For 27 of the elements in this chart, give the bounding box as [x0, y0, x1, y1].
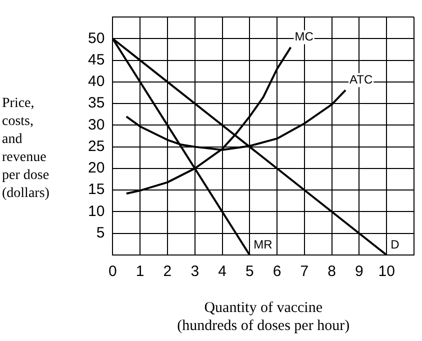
x-tick-label: 10	[378, 263, 395, 280]
x-tick-label: 4	[218, 263, 226, 280]
y-tick-label: 45	[88, 51, 105, 68]
series-label: MC	[294, 30, 314, 44]
y-tick-label: 10	[88, 202, 105, 220]
y-axis-title: Price, costs, and revenue per dose (dollars)	[2, 95, 50, 203]
y-tick-label: 50	[88, 30, 105, 47]
x-tick-label: 7	[300, 263, 309, 280]
x-tick-label: 9	[355, 263, 364, 280]
x-tick-label: 6	[272, 263, 282, 280]
x-tick-label: 0	[108, 263, 117, 280]
y-tick-label: 20	[88, 160, 105, 177]
y-tick-label: 15	[88, 181, 105, 198]
x-tick-label: 8	[328, 263, 336, 280]
y-tick-label: 25	[88, 138, 105, 155]
x-tick-label: 1	[136, 263, 144, 280]
series-label: ATC	[350, 72, 373, 86]
x-axis-title: Quantity of vaccine (hundreds of doses per hour)	[177, 300, 350, 334]
y-tick-label: 40	[88, 73, 105, 90]
x-tick-label: 3	[190, 263, 200, 280]
x-tick-label: 2	[163, 263, 172, 280]
y-tick-label: 5	[96, 224, 105, 242]
y-tick-label: 30	[88, 116, 105, 134]
series-label: MR	[254, 237, 273, 252]
x-tick-label: 5	[245, 263, 254, 280]
series-label: D	[390, 237, 400, 252]
y-tick-label: 35	[88, 94, 105, 112]
